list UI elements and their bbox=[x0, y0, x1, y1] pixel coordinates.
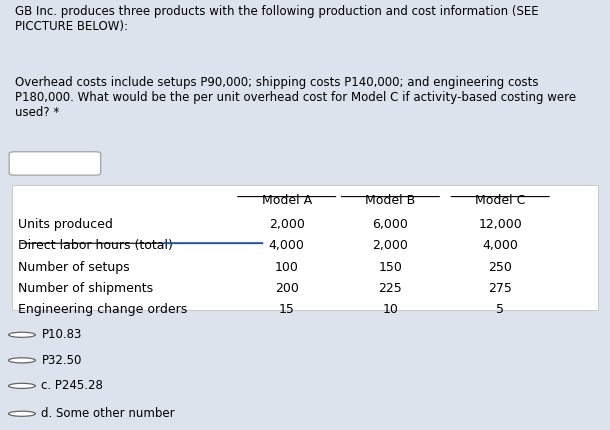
FancyBboxPatch shape bbox=[9, 152, 101, 175]
Text: Direct labor hours (total): Direct labor hours (total) bbox=[18, 239, 173, 252]
Text: Engineering change orders: Engineering change orders bbox=[18, 303, 187, 316]
Text: Units produced: Units produced bbox=[18, 218, 113, 231]
Text: 250: 250 bbox=[488, 261, 512, 273]
Text: 275: 275 bbox=[488, 282, 512, 295]
Text: c. P245.28: c. P245.28 bbox=[41, 379, 103, 393]
FancyBboxPatch shape bbox=[12, 184, 598, 310]
Text: Number of shipments: Number of shipments bbox=[18, 282, 154, 295]
Text: 6,000: 6,000 bbox=[373, 218, 408, 231]
Text: P10.83: P10.83 bbox=[41, 328, 82, 341]
Circle shape bbox=[9, 358, 35, 363]
Circle shape bbox=[9, 383, 35, 388]
Text: 100: 100 bbox=[274, 261, 299, 273]
Text: 12,000: 12,000 bbox=[478, 218, 522, 231]
Text: 2,000: 2,000 bbox=[373, 239, 408, 252]
Text: d. Some other number: d. Some other number bbox=[41, 407, 175, 420]
Text: 2,000: 2,000 bbox=[269, 218, 304, 231]
Text: 5: 5 bbox=[496, 303, 504, 316]
Text: Number of setups: Number of setups bbox=[18, 261, 130, 273]
Text: Model A: Model A bbox=[262, 194, 312, 207]
Text: 150: 150 bbox=[378, 261, 403, 273]
Text: GB Inc. produces three products with the following production and cost informati: GB Inc. produces three products with the… bbox=[15, 6, 539, 34]
Circle shape bbox=[9, 332, 35, 338]
Text: 15: 15 bbox=[279, 303, 295, 316]
Text: P32.50: P32.50 bbox=[41, 354, 82, 367]
Text: 10: 10 bbox=[382, 303, 398, 316]
Circle shape bbox=[9, 411, 35, 416]
Text: 200: 200 bbox=[274, 282, 299, 295]
Text: Model B: Model B bbox=[365, 194, 415, 207]
Text: 4,000: 4,000 bbox=[269, 239, 304, 252]
Text: 4,000: 4,000 bbox=[483, 239, 518, 252]
Text: 225: 225 bbox=[379, 282, 402, 295]
Text: Overhead costs include setups P90,000; shipping costs P140,000; and engineering : Overhead costs include setups P90,000; s… bbox=[15, 76, 576, 119]
Text: Model C: Model C bbox=[475, 194, 525, 207]
